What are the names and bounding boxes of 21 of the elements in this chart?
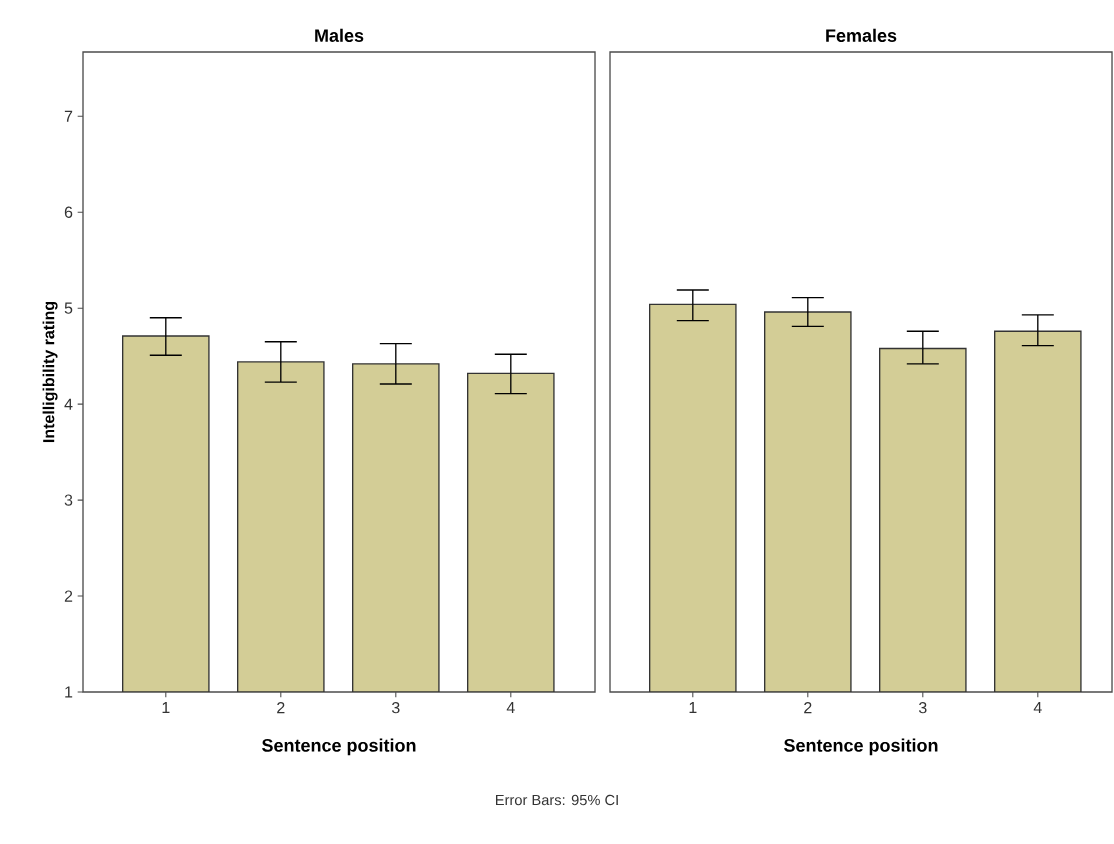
- y-tick-label: 7: [64, 110, 73, 122]
- y-tick-label: 3: [64, 494, 73, 506]
- x-axis-title: Sentence position: [784, 738, 938, 756]
- text: Error Bars: 95% CI: [496, 794, 618, 806]
- y-tick-label: 1: [65, 686, 73, 698]
- y-tick-label: 2: [64, 590, 73, 602]
- x-tick-label: 4: [1033, 702, 1042, 714]
- x-axis-title: Sentence position: [262, 738, 416, 756]
- chart-title: Males: [315, 28, 364, 42]
- x-tick-label: 1: [689, 702, 697, 714]
- x-tick-label: 2: [277, 702, 285, 714]
- x-tick-label: 2: [804, 702, 812, 714]
- y-tick-label: 5: [64, 302, 73, 314]
- x-tick-label: 3: [391, 702, 400, 714]
- chart-title: Females: [826, 28, 897, 42]
- x-tick-label: 4: [506, 702, 515, 714]
- x-tick-label: 1: [162, 702, 170, 714]
- x-tick-label: 3: [918, 702, 927, 714]
- y-axis-title: Intelligibility rating: [42, 301, 58, 443]
- y-tick-label: 4: [64, 398, 73, 410]
- y-tick-label: 6: [64, 206, 73, 218]
